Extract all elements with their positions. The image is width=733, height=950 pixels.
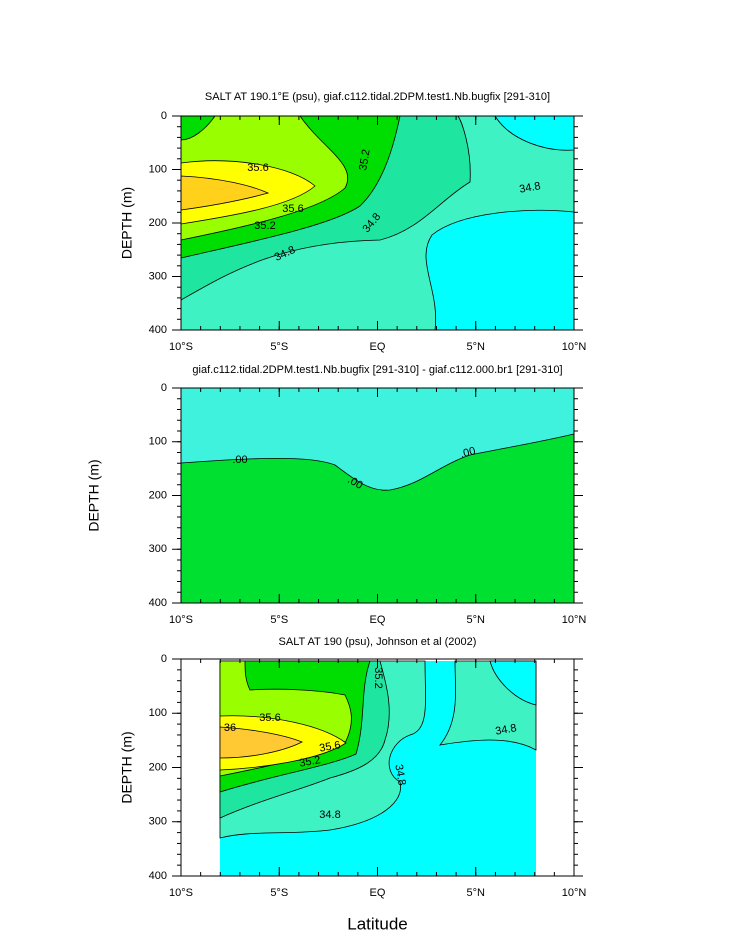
contour-fill bbox=[180, 175, 270, 211]
x-tick-label: EQ bbox=[370, 887, 386, 899]
y-tick-label: 100 bbox=[149, 163, 167, 175]
contour-label: 34.8 bbox=[518, 180, 541, 196]
y-tick-label: 300 bbox=[149, 816, 167, 828]
y-tick-label: 0 bbox=[161, 110, 167, 122]
x-tick-label: 10°N bbox=[562, 614, 587, 626]
y-tick-label: 400 bbox=[149, 597, 167, 609]
panel-3-fills bbox=[219, 660, 537, 876]
x-tick-label: 10°S bbox=[169, 887, 193, 899]
panel-1-fills bbox=[180, 115, 575, 331]
y-tick-label: 200 bbox=[149, 489, 167, 501]
x-tick-label: 5°N bbox=[467, 887, 486, 899]
contour-label: 34.8 bbox=[392, 763, 408, 786]
x-tick-label: 10°S bbox=[169, 614, 193, 626]
y-axis-label: DEPTH (m) bbox=[119, 187, 135, 259]
panel-title: giaf.c112.tidal.2DPM.test1.Nb.bugfix [29… bbox=[192, 364, 562, 376]
y-tick-label: 400 bbox=[149, 870, 167, 882]
contour-fill bbox=[180, 433, 575, 604]
y-tick-label: 400 bbox=[149, 324, 167, 336]
contour-label: 35.6 bbox=[282, 203, 303, 215]
y-tick-label: 0 bbox=[161, 382, 167, 394]
x-tick-label: 5°S bbox=[270, 887, 288, 899]
y-tick-label: 100 bbox=[149, 707, 167, 719]
x-tick-label: 10°N bbox=[562, 341, 587, 353]
contour-label: 35.2 bbox=[298, 754, 321, 770]
contour-label: 35.6 bbox=[318, 739, 341, 755]
contour-label: 35.2 bbox=[372, 667, 384, 688]
panel-title: SALT AT 190 (psu), Johnson et al (2002) bbox=[279, 636, 477, 648]
y-axis-label: DEPTH (m) bbox=[119, 731, 135, 803]
x-axis-label: Latitude bbox=[347, 914, 408, 933]
contour-fill bbox=[489, 660, 537, 706]
contour-label: 35.6 bbox=[247, 162, 268, 174]
y-tick-label: 300 bbox=[149, 270, 167, 282]
panel-title: SALT AT 190.1°E (psu), giaf.c112.tidal.2… bbox=[205, 91, 550, 103]
x-tick-label: 5°S bbox=[270, 341, 288, 353]
x-tick-label: 5°N bbox=[467, 614, 486, 626]
y-tick-label: 200 bbox=[149, 217, 167, 229]
y-tick-label: 0 bbox=[161, 653, 167, 665]
x-tick-label: 5°N bbox=[467, 341, 486, 353]
y-axis-label: DEPTH (m) bbox=[86, 459, 102, 531]
y-tick-label: 300 bbox=[149, 543, 167, 555]
x-tick-label: 5°S bbox=[270, 614, 288, 626]
contour-label: 34.8 bbox=[494, 722, 517, 738]
panel-2-fills bbox=[180, 388, 575, 604]
contour-label: 35.2 bbox=[357, 148, 373, 171]
contour-label: 34.8 bbox=[319, 809, 340, 821]
x-tick-label: 10°N bbox=[562, 887, 587, 899]
x-tick-label: EQ bbox=[370, 614, 386, 626]
contour-label: .00 bbox=[459, 445, 477, 461]
contour-label: 35.2 bbox=[254, 220, 275, 232]
y-tick-label: 200 bbox=[149, 761, 167, 773]
contour-fill bbox=[425, 209, 575, 331]
contour-label: 36 bbox=[224, 722, 236, 734]
contour-label: 35.6 bbox=[259, 712, 280, 724]
y-tick-label: 100 bbox=[149, 436, 167, 448]
contour-label: .00 bbox=[232, 454, 247, 466]
x-tick-label: EQ bbox=[370, 341, 386, 353]
contour-fill bbox=[219, 726, 303, 759]
x-tick-label: 10°S bbox=[169, 341, 193, 353]
